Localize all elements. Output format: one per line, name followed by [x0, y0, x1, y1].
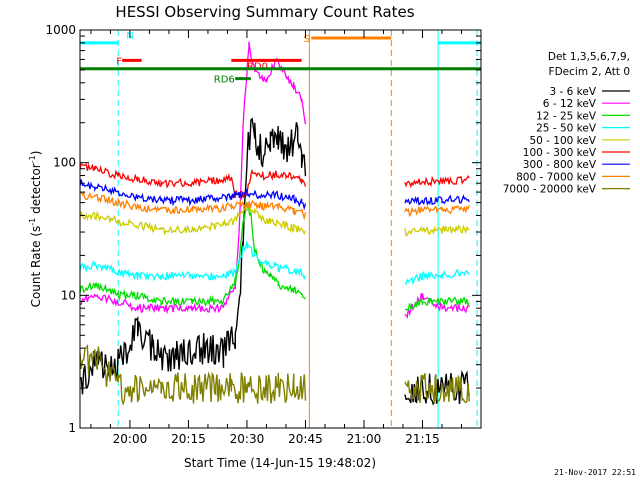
legend-header-1: Det 1,3,5,6,7,9,	[548, 51, 630, 63]
x-tick-label-2: 20:30	[230, 432, 265, 446]
x-tick-label-5: 21:15	[405, 432, 440, 446]
status-bar-label-5: RD6	[214, 75, 235, 86]
chart-title: HESSI Observing Summary Count Rates	[115, 3, 414, 21]
y-tick-label-0: 1	[68, 421, 76, 435]
timestamp: 21-Nov-2017 22:51	[554, 468, 636, 477]
legend-label-5: 100 - 300 keV	[523, 147, 597, 159]
series-line-2	[79, 201, 470, 311]
legend-label-4: 50 - 100 keV	[529, 135, 596, 147]
legend-label-7: 800 - 7000 keV	[516, 171, 597, 183]
x-axis-ticks: 20:00 20:15 20:30 20:45 21:00 21:15	[90, 30, 482, 446]
status-bar-label-3: RD0	[247, 61, 268, 72]
legend-label-1: 6 - 12 keV	[543, 98, 597, 110]
series-line-7	[79, 190, 470, 221]
legend-label-8: 7000 - 20000 keV	[503, 184, 597, 196]
y-axis-label: Count Rate (s-1 detector-1)	[28, 151, 43, 308]
series-line-6	[79, 179, 470, 211]
x-tick-label-1: 20:15	[171, 432, 206, 446]
series-line-3	[79, 241, 470, 286]
legend-label-2: 12 - 25 keV	[536, 110, 597, 122]
status-bar-label-2: S	[304, 34, 310, 45]
y-tick-label-2: 100	[53, 156, 76, 170]
legend: Det 1,3,5,6,7,9, FDecim 2, Att 0 3 - 6 k…	[503, 51, 630, 196]
legend-label-0: 3 - 6 keV	[549, 86, 596, 98]
series-line-4	[79, 205, 470, 237]
plot-frame	[79, 29, 482, 429]
x-tick-label-3: 20:45	[288, 432, 323, 446]
legend-header-2: FDecim 2, Att 0	[549, 66, 630, 78]
status-bar-label-1: F	[116, 56, 122, 67]
y-tick-label-1: 10	[61, 288, 76, 302]
status-bars: NFSRD0RD6	[80, 31, 481, 86]
x-tick-label-0: 20:00	[113, 432, 148, 446]
legend-label-3: 25 - 50 keV	[536, 123, 597, 135]
series-line-5	[79, 162, 470, 199]
series-line-1	[79, 41, 470, 319]
x-axis-label: Start Time (14-Jun-15 19:48:02)	[184, 456, 376, 470]
series-line-8	[79, 343, 470, 406]
x-tick-label-4: 21:00	[347, 432, 382, 446]
legend-label-6: 300 - 800 keV	[523, 159, 597, 171]
y-tick-label-3: 1000	[45, 23, 76, 37]
y-axis-ticks: 1 10 100 1000	[45, 23, 481, 435]
series-lines	[79, 41, 470, 406]
